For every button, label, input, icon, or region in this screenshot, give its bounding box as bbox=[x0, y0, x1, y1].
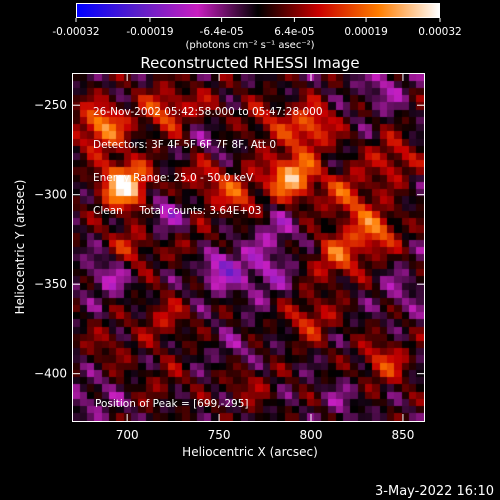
x-tick-label: 800 bbox=[300, 428, 323, 442]
colorbar-tick-label: -0.00019 bbox=[126, 26, 173, 38]
colorbar-tick-label: -0.00032 bbox=[52, 26, 99, 38]
annotation-counts: Clean Total counts: 3.64E+03 bbox=[93, 205, 262, 217]
y-tick-label: −300 bbox=[34, 188, 67, 202]
annotation-detectors: Detectors: 3F 4F 5F 6F 7F 8F, Att 0 bbox=[93, 139, 277, 151]
colorbar-ticks: -0.00032 -0.00019 -6.4e-05 6.4e-05 0.00019 0.… bbox=[52, 18, 462, 38]
annotation-time: 26-Nov-2002 05:42:58.000 to 05:47:28.000 bbox=[93, 106, 323, 118]
plot-area bbox=[72, 73, 425, 422]
y-tick-label: −350 bbox=[34, 277, 67, 291]
y-tick-label: −250 bbox=[34, 98, 67, 112]
y-axis-label: Heliocentric Y (arcsec) bbox=[13, 179, 27, 315]
observation-info: 26-Nov-2002 05:42:58.000 to 05:47:28.000… bbox=[93, 85, 323, 228]
heatmap-image bbox=[73, 74, 424, 421]
chart-title: Reconstructed RHESSI Image bbox=[140, 54, 360, 72]
x-tick-label: 750 bbox=[208, 428, 231, 442]
plot-datestamp: 3-May-2022 16:10 bbox=[375, 484, 494, 499]
peak-position-label: Position of Peak = [699,-295] bbox=[95, 398, 249, 410]
colorbar-tick-label: 0.00032 bbox=[418, 26, 461, 38]
colorbar-tick-label: 0.00019 bbox=[344, 26, 387, 38]
x-axis-label: Heliocentric X (arcsec) bbox=[182, 445, 318, 459]
colorbar-tick-label: -6.4e-05 bbox=[200, 26, 244, 38]
colorbar-tick-label: 6.4e-05 bbox=[274, 26, 314, 38]
colorbar-unit-label: (photons cm⁻² s⁻¹ asec⁻²) bbox=[185, 40, 315, 51]
annotation-energy: Energy Range: 25.0 - 50.0 keV bbox=[93, 172, 254, 184]
x-tick-label: 700 bbox=[116, 428, 139, 442]
colorbar bbox=[76, 3, 440, 18]
x-tick-label: 850 bbox=[391, 428, 414, 442]
y-tick-label: −400 bbox=[34, 367, 67, 381]
